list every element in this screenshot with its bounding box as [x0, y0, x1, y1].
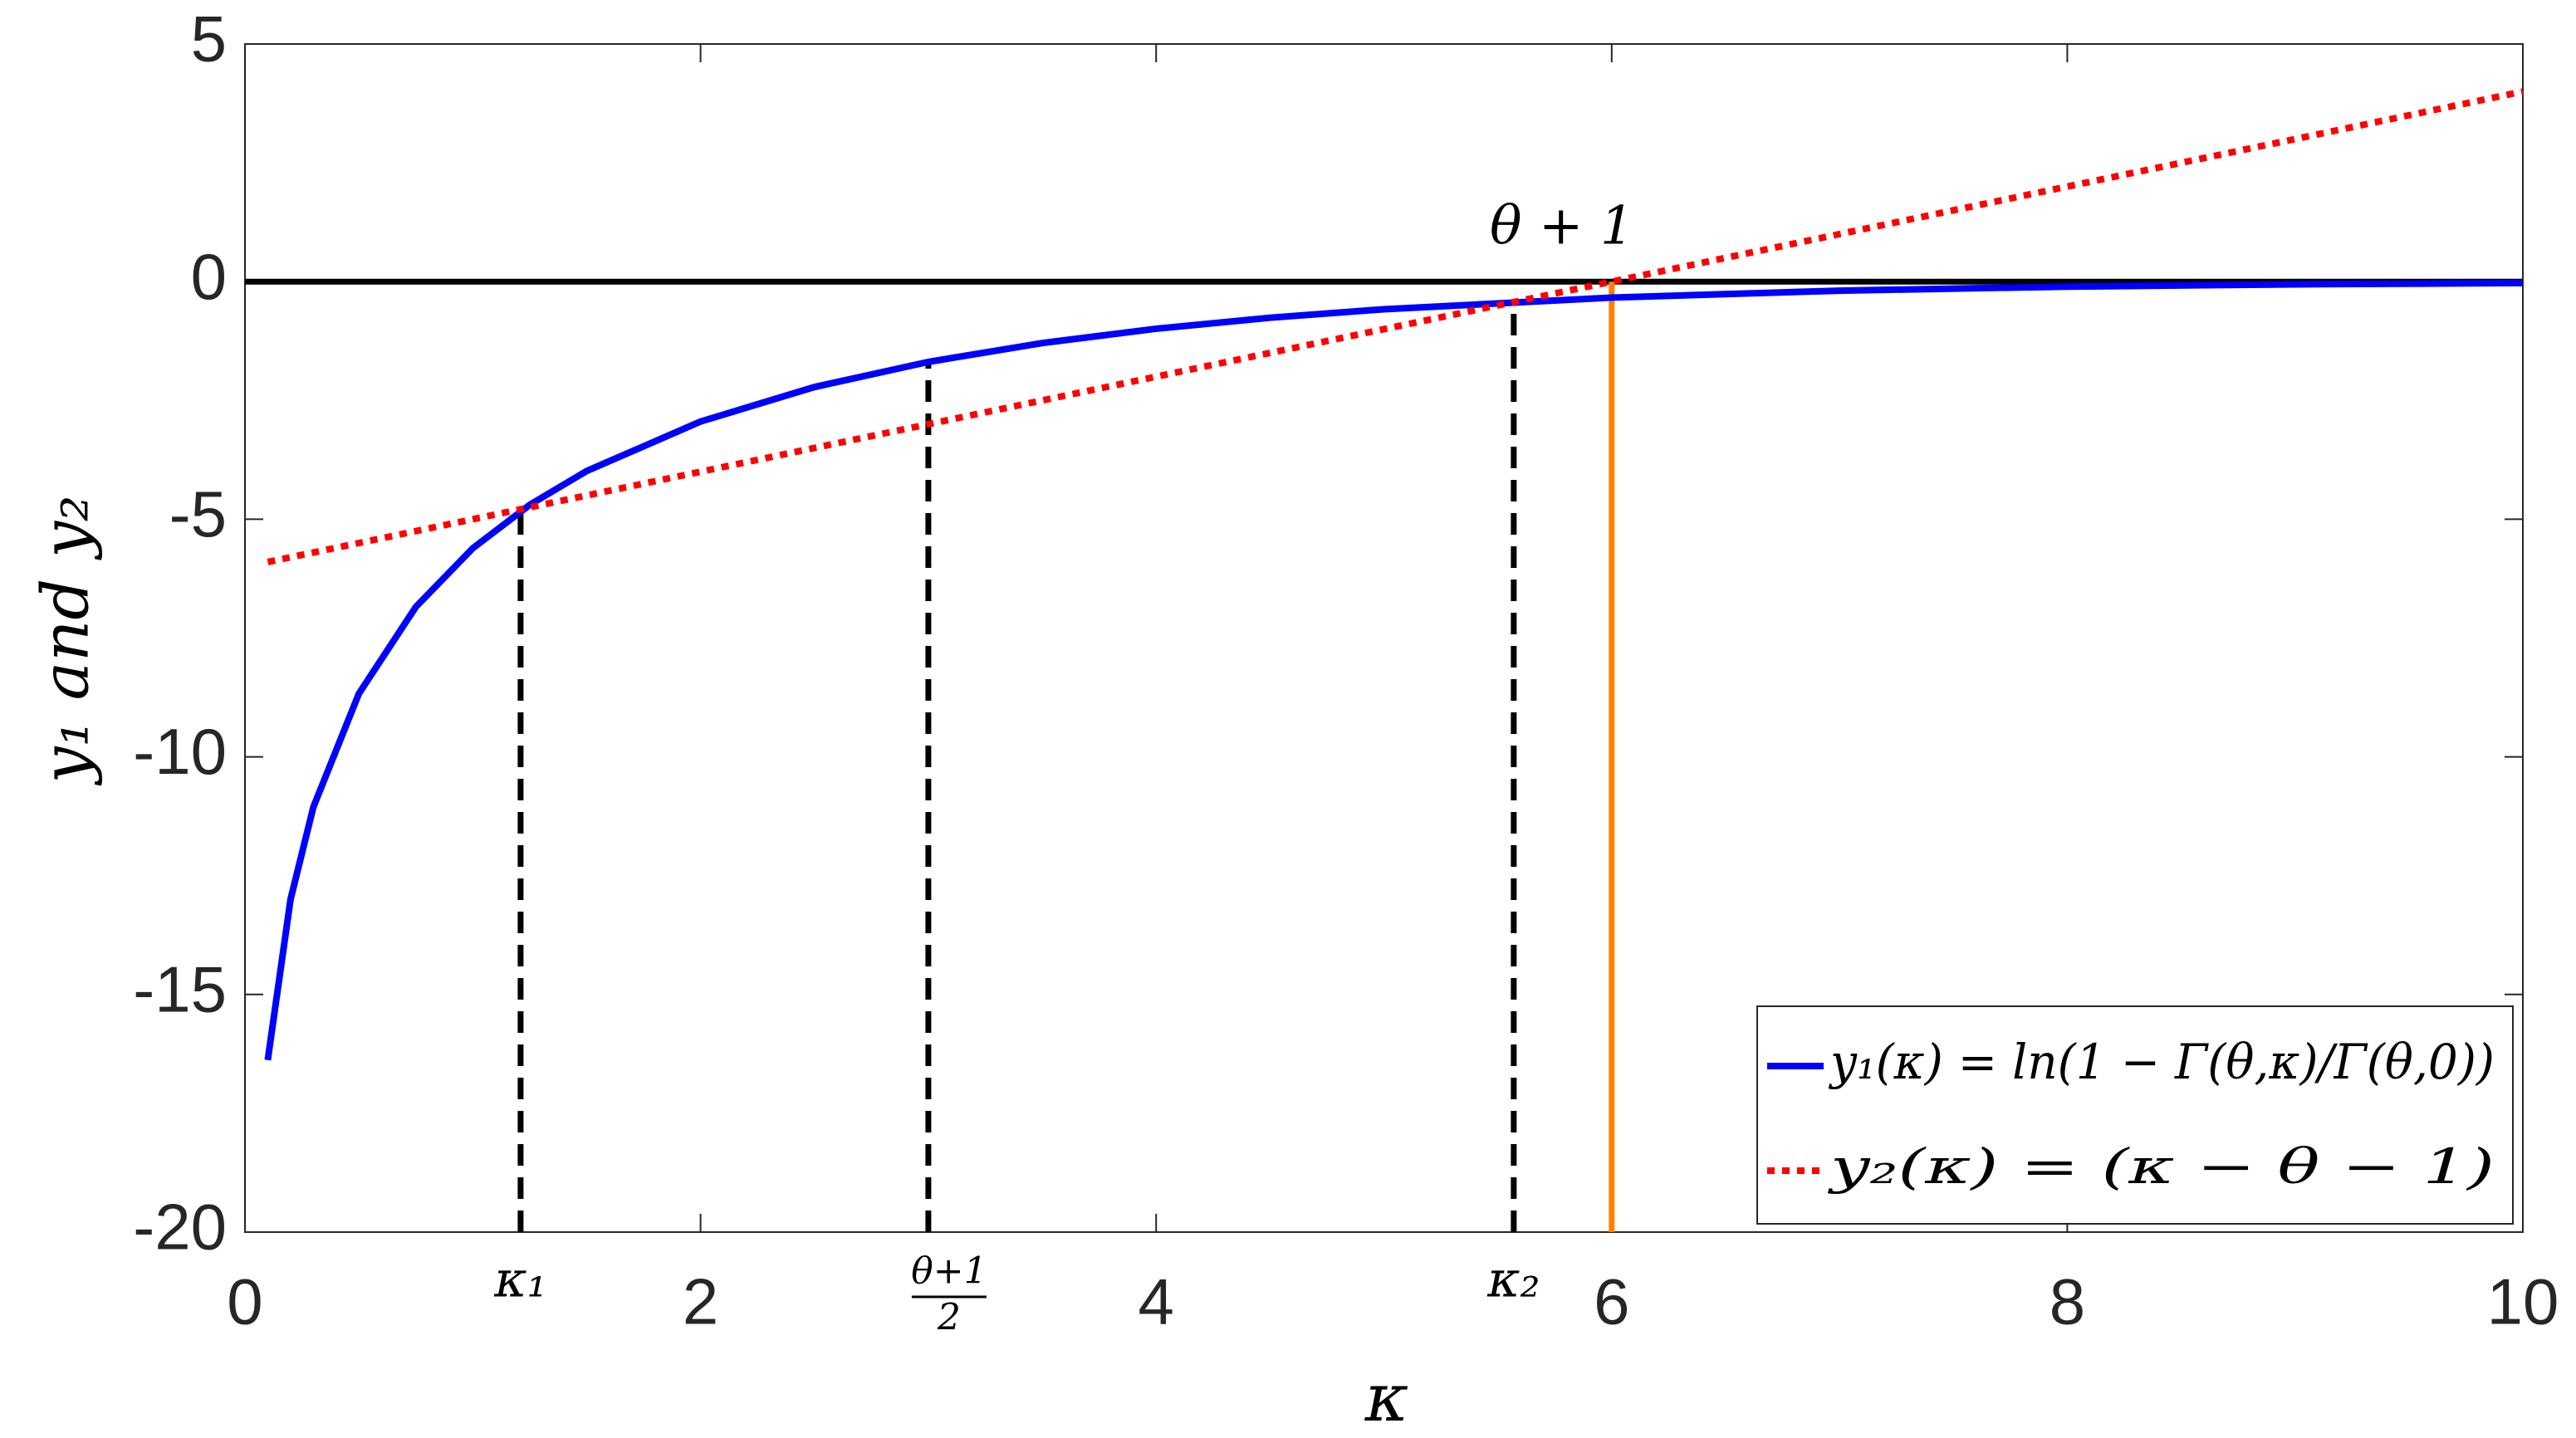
reference-label: θ+1: [911, 1250, 987, 1293]
x-axis-label: κ: [1364, 1359, 1408, 1436]
y-tick-label: -5: [169, 477, 227, 550]
x-tick-label: 2: [683, 1265, 718, 1338]
x-tick-label: 6: [1594, 1265, 1629, 1338]
y-tick-label: -10: [133, 715, 227, 788]
legend-box: [1756, 1005, 2514, 1225]
reference-label: 2: [937, 1297, 961, 1339]
x-tick-label: 10: [2487, 1265, 2559, 1338]
x-tick-label: 8: [2050, 1265, 2085, 1338]
y-axis-label: y₁ and y₂: [29, 496, 104, 786]
plot-frame: [244, 43, 2524, 1233]
y-tick-label: 5: [191, 2, 227, 76]
y-tick-label: 0: [191, 240, 227, 313]
reference-label: θ + 1: [1490, 196, 1634, 257]
reference-label: κ₁: [493, 1251, 546, 1309]
legend-label: y₁(κ) = ln(1 − Γ(θ,κ)/Γ(θ,0)): [1828, 1034, 2495, 1090]
reference-label: κ₂: [1486, 1251, 1540, 1309]
y-tick-label: -20: [133, 1191, 227, 1264]
series-line: [264, 279, 2524, 1061]
series-line: [267, 88, 2524, 565]
x-tick-label: 0: [227, 1265, 262, 1338]
y-tick-label: -15: [133, 952, 227, 1025]
legend-label: y₂(κ) = (κ − θ − 1): [1827, 1138, 2495, 1195]
x-tick-label: 4: [1139, 1265, 1174, 1338]
